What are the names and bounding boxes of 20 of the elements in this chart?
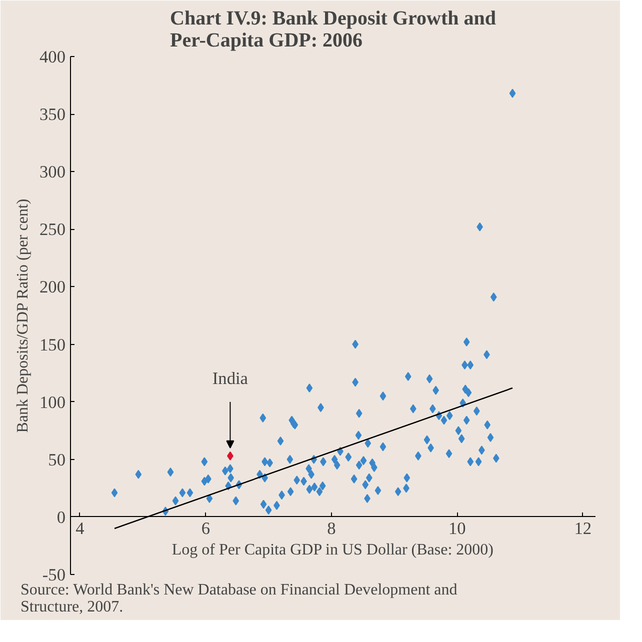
y-tick-label: 250 [40,220,66,240]
x-tick-label: 12 [574,518,592,538]
y-tick-label: 350 [40,105,66,124]
x-tick-label: 8 [327,518,336,538]
x-tick-label: 6 [201,518,210,538]
y-tick-label: 300 [40,162,66,182]
x-axis-title: Log of Per Capita GDP in US Dollar (Base: 2000) [172,542,494,558]
y-tick-label: 400 [40,48,66,66]
annotation: India [212,368,248,388]
x-tick-label: 10 [448,518,466,538]
y-tick-label: 0 [56,508,66,527]
source-note: Source: World Bank's New Database on Financial Development and Structure, 2007. [20,582,458,616]
y-tick-label: 100 [40,392,66,412]
y-tick-label: -50 [42,566,66,584]
x-tick-label: 4 [76,518,85,538]
y-axis-title: Bank Deposits/GDP Ratio (per cent) [14,198,32,433]
y-tick-label: 150 [40,335,66,354]
y-tick-label: 200 [40,278,66,297]
y-tick-label: 50 [48,450,66,470]
chart-title: Chart IV.9: Bank Deposit Growth and Per-Capita GDP: 2006 [170,8,496,52]
